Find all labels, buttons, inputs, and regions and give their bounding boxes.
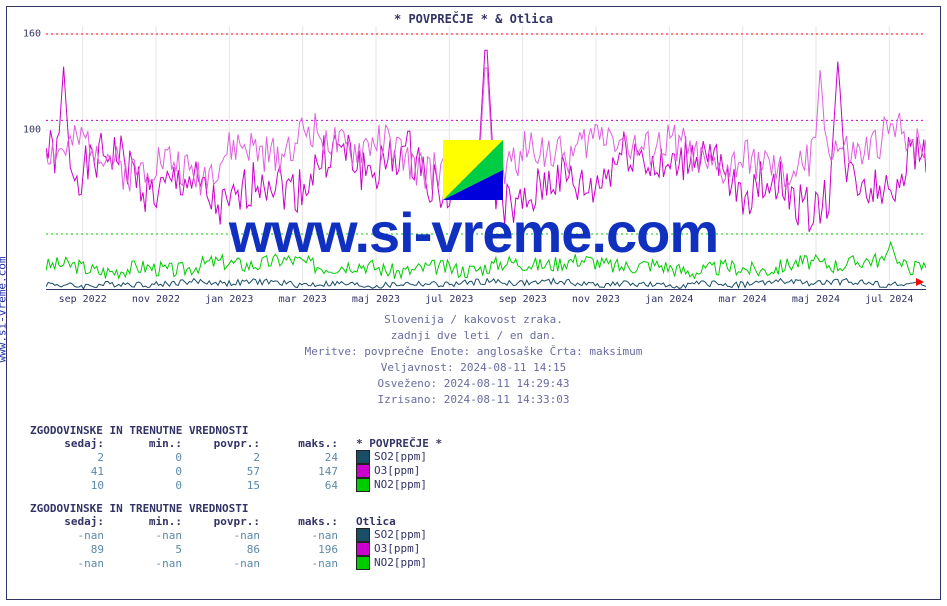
table-cell: 57 — [186, 464, 264, 478]
table-cell: -nan — [108, 556, 186, 570]
col-header: sedaj: — [30, 515, 108, 528]
table-cell: 147 — [264, 464, 342, 478]
col-header: maks.: — [264, 515, 342, 528]
table-cell: 196 — [264, 542, 342, 556]
color-swatch — [356, 478, 370, 492]
series-label-text: NO2[ppm] — [374, 556, 427, 569]
table-cell: 0 — [108, 450, 186, 464]
table-cell: -nan — [30, 556, 108, 570]
y-tick-label: 160 — [23, 29, 41, 40]
table-cell: -nan — [186, 528, 264, 542]
meta-line-2: zadnji dve leti / en dan. — [0, 328, 947, 344]
col-header: min.: — [108, 437, 186, 450]
table-row: 41057147 O3[ppm] — [30, 464, 446, 478]
title-avg: * POVPREČJE * — [394, 12, 488, 26]
table-cell: -nan — [264, 528, 342, 542]
table2-title: ZGODOVINSKE IN TRENUTNE VREDNOSTI — [30, 502, 446, 515]
table-cell: 0 — [108, 478, 186, 492]
x-tick-label: mar 2024 — [719, 294, 767, 305]
table-cell: 2 — [30, 450, 108, 464]
watermark-text: www.si-vreme.com — [0, 200, 947, 265]
chart-title: * POVPREČJE * & Otlica — [0, 12, 947, 26]
table-row: 20224SO2[ppm] — [30, 450, 446, 464]
group-title: Otlica — [342, 515, 431, 528]
x-tick-label: jan 2023 — [205, 294, 253, 305]
x-tick-label: maj 2023 — [352, 294, 400, 305]
meta-line-4: Veljavnost: 2024-08-11 14:15 — [0, 360, 947, 376]
color-swatch — [356, 450, 370, 464]
table-cell: -nan — [264, 556, 342, 570]
table-cell: 15 — [186, 478, 264, 492]
table-cell: 2 — [186, 450, 264, 464]
series-label: SO2[ppm] — [342, 450, 446, 464]
table-row: -nan-nan-nan-nanSO2[ppm] — [30, 528, 431, 542]
series-label: O3[ppm] — [342, 542, 431, 556]
table-cell: 64 — [264, 478, 342, 492]
color-swatch — [356, 556, 370, 570]
meta-line-1: Slovenija / kakovost zraka. — [0, 312, 947, 328]
table-cell: 5 — [108, 542, 186, 556]
series-label: SO2[ppm] — [342, 528, 431, 542]
meta-line-5: Osveženo: 2024-08-11 14:29:43 — [0, 376, 947, 392]
x-tick-label: mar 2023 — [279, 294, 327, 305]
meta-block: Slovenija / kakovost zraka. zadnji dve l… — [0, 312, 947, 408]
table-cell: 89 — [30, 542, 108, 556]
table-cell: 41 — [30, 464, 108, 478]
table-cell: -nan — [108, 528, 186, 542]
x-tick-label: jul 2023 — [425, 294, 473, 305]
series-label-text: SO2[ppm] — [374, 528, 427, 541]
meta-line-3: Meritve: povprečne Enote: anglosaške Črt… — [0, 344, 947, 360]
x-tick-label: jan 2024 — [645, 294, 693, 305]
x-tick-label: nov 2022 — [132, 294, 180, 305]
x-tick-label: sep 2022 — [59, 294, 107, 305]
series-label-text: NO2[ppm] — [374, 478, 427, 491]
x-tick-label: sep 2023 — [499, 294, 547, 305]
color-swatch — [356, 528, 370, 542]
table-cell: 10 — [30, 478, 108, 492]
table-row: -nan-nan-nan-nanNO2[ppm] — [30, 556, 431, 570]
series-label: O3[ppm] — [342, 464, 446, 478]
table-cell: -nan — [30, 528, 108, 542]
stats-table-1: sedaj:min.:povpr.:maks.:* POVPREČJE *202… — [30, 437, 446, 492]
table-row: 89586196 O3[ppm] — [30, 542, 431, 556]
series-label: NO2[ppm] — [342, 478, 446, 492]
color-swatch — [356, 542, 370, 556]
series-label-text: SO2[ppm] — [374, 450, 427, 463]
stats-table-2: sedaj:min.:povpr.:maks.:Otlica-nan-nan-n… — [30, 515, 431, 570]
col-header: min.: — [108, 515, 186, 528]
title-loc: Otlica — [510, 12, 553, 26]
series-label-text: O3[ppm] — [374, 464, 420, 477]
stats-tables: ZGODOVINSKE IN TRENUTNE VREDNOSTI sedaj:… — [30, 418, 446, 570]
group-title: * POVPREČJE * — [342, 437, 446, 450]
watermark-logo — [443, 140, 503, 200]
col-header: povpr.: — [186, 515, 264, 528]
col-header: povpr.: — [186, 437, 264, 450]
series-label: NO2[ppm] — [342, 556, 431, 570]
table-cell: 0 — [108, 464, 186, 478]
table1-title: ZGODOVINSKE IN TRENUTNE VREDNOSTI — [30, 424, 446, 437]
series-label-text: O3[ppm] — [374, 542, 420, 555]
color-swatch — [356, 464, 370, 478]
col-header: sedaj: — [30, 437, 108, 450]
table-cell: 86 — [186, 542, 264, 556]
meta-line-6: Izrisano: 2024-08-11 14:33:03 — [0, 392, 947, 408]
x-tick-label: jul 2024 — [865, 294, 913, 305]
x-tick-label: maj 2024 — [792, 294, 840, 305]
table-cell: 24 — [264, 450, 342, 464]
x-tick-label: nov 2023 — [572, 294, 620, 305]
table-row: 1001564 NO2[ppm] — [30, 478, 446, 492]
title-amp: & — [495, 12, 502, 26]
table-cell: -nan — [186, 556, 264, 570]
y-tick-label: 100 — [23, 125, 41, 136]
col-header: maks.: — [264, 437, 342, 450]
